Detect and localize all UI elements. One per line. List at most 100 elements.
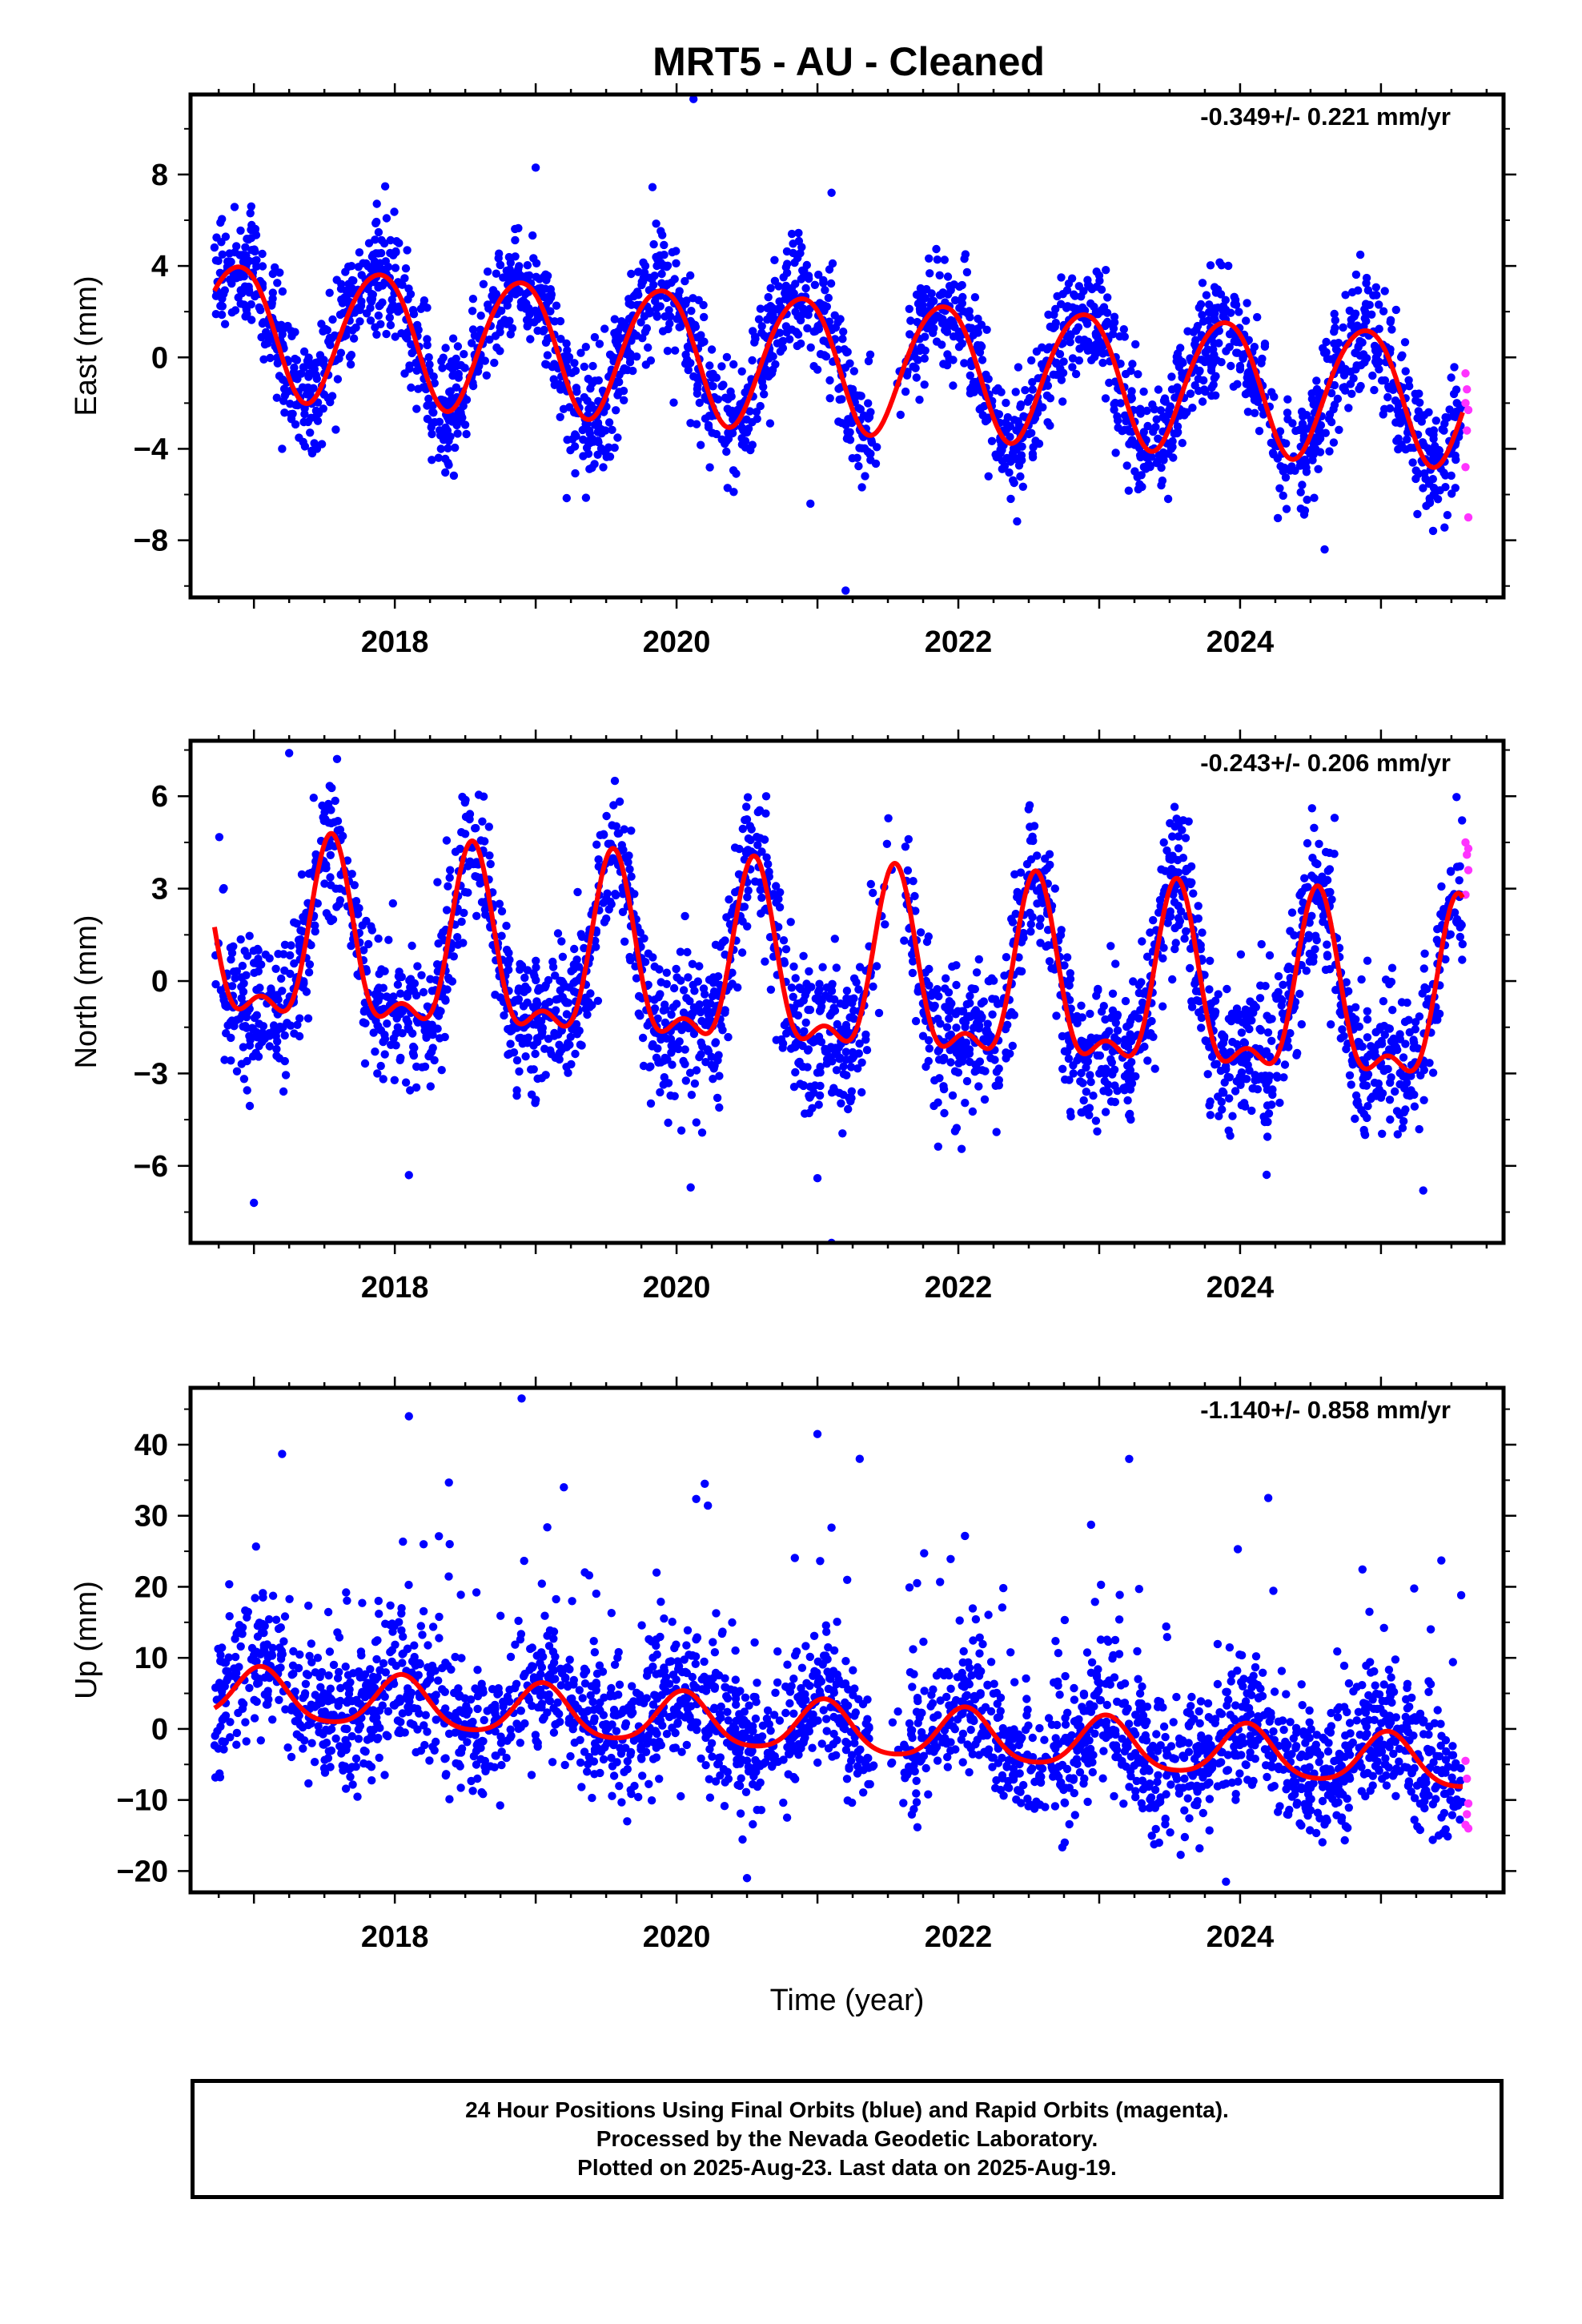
data-point — [657, 269, 666, 279]
data-point — [1206, 1111, 1215, 1120]
data-point — [1191, 381, 1199, 390]
data-point — [633, 267, 643, 276]
data-point — [663, 347, 673, 356]
data-point — [1142, 453, 1151, 462]
data-point — [408, 1048, 418, 1058]
data-point — [672, 259, 681, 267]
data-point — [1120, 332, 1130, 341]
data-point — [778, 336, 788, 345]
data-point — [1310, 493, 1319, 502]
data-point — [1121, 996, 1130, 1006]
data-point — [604, 418, 614, 427]
data-point — [920, 380, 929, 389]
data-point — [1379, 307, 1388, 316]
data-point — [667, 1010, 676, 1019]
data-point — [766, 283, 775, 292]
data-point — [805, 1005, 815, 1015]
data-point — [299, 979, 308, 988]
data-point — [705, 463, 714, 472]
data-point — [1292, 1051, 1301, 1059]
data-point — [412, 404, 421, 413]
data-point — [970, 1068, 979, 1076]
data-point — [1028, 449, 1038, 458]
data-point — [1035, 921, 1045, 931]
data-point — [1413, 509, 1422, 519]
data-point — [1192, 325, 1201, 334]
data-point — [258, 249, 267, 259]
data-point — [683, 342, 693, 352]
data-point — [355, 248, 364, 257]
data-point — [1385, 979, 1394, 989]
data-point — [605, 350, 615, 359]
data-point — [556, 385, 565, 394]
y-tick-label: 4 — [151, 250, 168, 283]
data-point — [304, 353, 313, 362]
data-point — [571, 430, 580, 439]
data-point — [1429, 430, 1438, 440]
data-point — [472, 911, 481, 921]
data-point — [1310, 823, 1319, 833]
data-point — [1335, 425, 1343, 434]
data-point — [869, 888, 877, 898]
data-point — [1061, 1075, 1070, 1084]
data-point — [862, 1046, 872, 1055]
data-point — [837, 1099, 845, 1108]
data-point — [504, 1024, 512, 1034]
data-point — [1431, 416, 1441, 425]
data-point — [704, 423, 713, 432]
data-point — [704, 1010, 713, 1019]
data-point — [949, 356, 958, 364]
data-point — [1419, 964, 1429, 973]
data-point — [925, 254, 934, 263]
data-point — [556, 316, 565, 326]
data-point — [562, 493, 571, 503]
data-point — [408, 941, 416, 951]
data-point — [1010, 870, 1019, 879]
data-point — [367, 922, 375, 931]
east-points — [210, 94, 1473, 595]
data-point — [1021, 386, 1030, 395]
data-point — [274, 950, 283, 959]
data-point — [821, 286, 829, 295]
data-point — [362, 916, 371, 926]
data-point — [1256, 1026, 1266, 1035]
data-point — [1302, 967, 1311, 975]
data-point — [711, 1038, 721, 1047]
data-point — [632, 352, 641, 361]
data-point — [1074, 282, 1084, 291]
rapid-orbit-point — [1464, 405, 1473, 415]
data-point — [1207, 391, 1216, 400]
data-point — [220, 286, 229, 295]
data-point — [1230, 300, 1239, 308]
data-point — [1014, 363, 1023, 372]
data-point — [383, 263, 393, 271]
data-point — [384, 935, 393, 944]
data-point — [958, 280, 966, 290]
data-point — [794, 228, 803, 238]
data-point — [864, 356, 873, 366]
rapid-orbit-point — [1461, 463, 1470, 472]
data-point — [670, 275, 679, 283]
data-point — [743, 793, 753, 802]
data-point — [424, 394, 433, 404]
data-point — [481, 911, 490, 919]
data-point — [921, 294, 930, 303]
data-point — [1410, 1102, 1419, 1111]
data-point — [267, 984, 275, 993]
data-point — [672, 964, 681, 974]
data-point — [444, 882, 452, 891]
data-point — [930, 296, 938, 306]
data-point — [681, 1059, 689, 1069]
data-point — [584, 438, 593, 448]
data-point — [1105, 378, 1114, 388]
data-point — [1114, 416, 1122, 425]
data-point — [1287, 908, 1297, 917]
data-point — [1026, 855, 1036, 864]
data-point — [1415, 1012, 1424, 1021]
data-point — [1431, 441, 1439, 451]
data-point — [1005, 468, 1014, 477]
data-point — [476, 325, 485, 334]
data-point — [1415, 398, 1424, 407]
data-point — [934, 1055, 944, 1064]
